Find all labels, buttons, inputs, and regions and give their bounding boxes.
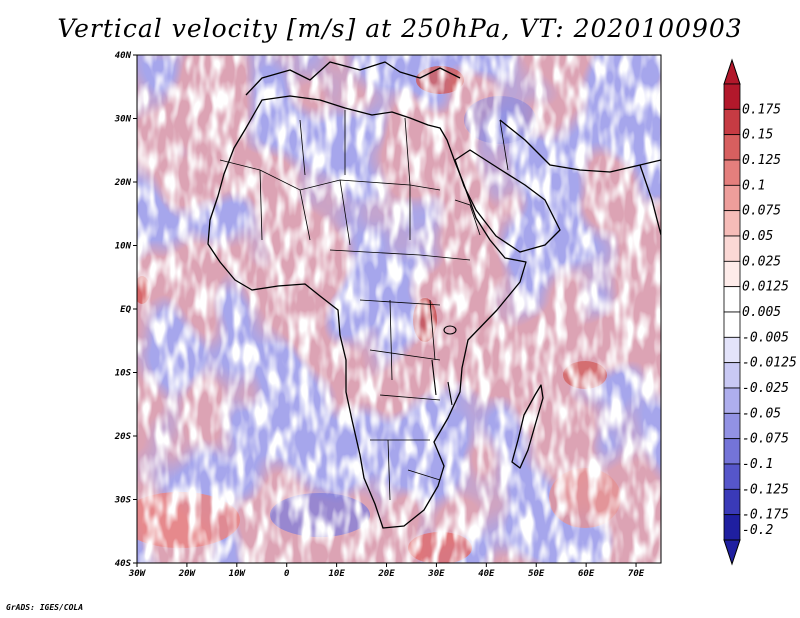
colorbar-swatch bbox=[723, 362, 741, 389]
colorbar-label: -0.125 bbox=[742, 482, 789, 497]
field-texture bbox=[137, 55, 661, 563]
longitude-axis: 30W 20W 10W 0 10E 20E 30E 40E 50E 60E 70E bbox=[128, 563, 645, 579]
colorbar-swatch bbox=[723, 184, 741, 212]
border-sahara-south bbox=[219, 159, 441, 191]
colorbar-label: -0.1 bbox=[742, 457, 773, 472]
colorbar-label: 0.1 bbox=[742, 178, 765, 193]
colorbar-label: 0.025 bbox=[742, 254, 781, 269]
colorbar-label: 0.15 bbox=[742, 128, 773, 143]
colorbar-label: -0.2 bbox=[742, 523, 773, 538]
colorbar-swatch bbox=[723, 412, 741, 440]
border-sahel-vertical bbox=[259, 169, 411, 246]
madagascar bbox=[511, 384, 544, 469]
lon-label: 50E bbox=[528, 569, 545, 579]
lon-label: 60E bbox=[578, 569, 595, 579]
colorbar-swatch bbox=[723, 286, 741, 313]
lon-label: 40E bbox=[478, 569, 495, 579]
colorbar-label: -0.025 bbox=[742, 381, 789, 396]
field-plot bbox=[137, 55, 661, 563]
border-south-africa bbox=[387, 439, 441, 501]
colorbar-swatch bbox=[723, 438, 741, 465]
colorbar-swatch bbox=[723, 311, 741, 338]
colorbar-label: 0.075 bbox=[742, 204, 781, 219]
coastlines bbox=[207, 61, 661, 529]
lake-tanganyika bbox=[431, 359, 437, 396]
colorbar-arrow-bottom bbox=[723, 539, 741, 566]
mediterranean-north bbox=[245, 61, 461, 96]
lat-label: 20N bbox=[114, 178, 132, 188]
colorbar-swatch bbox=[723, 210, 741, 237]
lon-label: 0 bbox=[284, 569, 290, 579]
lat-label: 10N bbox=[115, 242, 132, 252]
lat-label: 40N bbox=[115, 51, 132, 61]
lat-label: 20S bbox=[114, 432, 132, 442]
colorbar-label: -0.175 bbox=[742, 508, 789, 523]
lon-label: 30E bbox=[427, 569, 445, 579]
arabian-peninsula bbox=[454, 149, 561, 253]
lon-label: 10E bbox=[328, 569, 345, 579]
country-borders bbox=[219, 110, 509, 501]
colorbar-swatch bbox=[723, 134, 741, 161]
colorbar-swatch bbox=[723, 260, 741, 288]
lat-label: 40S bbox=[115, 559, 132, 569]
lat-label: EQ bbox=[120, 305, 131, 315]
colorbar-swatch bbox=[723, 159, 741, 186]
colorbar-label: 0.175 bbox=[742, 102, 781, 117]
colorbar-label: 0.05 bbox=[742, 229, 773, 244]
colorbar-swatch bbox=[723, 488, 741, 516]
lat-label: 30S bbox=[114, 496, 132, 506]
lakes bbox=[431, 325, 457, 406]
colorbar-label: 0.005 bbox=[742, 305, 781, 320]
colorbar-swatch bbox=[723, 108, 741, 136]
colorbar-swatch bbox=[723, 235, 741, 262]
lon-label: 70E bbox=[628, 569, 645, 579]
colorbar-label: 0.125 bbox=[742, 153, 781, 168]
colorbar-label: -0.0125 bbox=[742, 356, 797, 371]
colorbar-label: -0.005 bbox=[742, 330, 789, 345]
border-southern-africa bbox=[370, 299, 441, 441]
lake-malawi bbox=[447, 381, 453, 406]
colorbar-label: -0.075 bbox=[742, 432, 789, 447]
colorbar-arrow-top bbox=[723, 58, 741, 85]
border-east-africa bbox=[454, 119, 509, 236]
lon-label: 10W bbox=[229, 569, 247, 579]
colorbar-label: -0.05 bbox=[742, 406, 781, 421]
lon-label: 20E bbox=[377, 569, 395, 579]
lat-label: 10S bbox=[115, 369, 132, 379]
colorbar-swatch bbox=[723, 387, 741, 414]
border-north-africa bbox=[299, 110, 411, 186]
colorbar-swatch bbox=[723, 83, 741, 110]
colorbar-swatch bbox=[723, 336, 741, 364]
lon-label: 20W bbox=[178, 569, 197, 579]
lon-label: 30W bbox=[128, 569, 147, 579]
lake-victoria bbox=[443, 325, 457, 335]
africa-coastline bbox=[207, 95, 527, 529]
credit-text: GrADS: IGES/COLA bbox=[6, 603, 84, 612]
colorbar: 0.175 0.15 0.125 0.1 0.075 0.05 0.025 0.0125 0.0… bbox=[723, 58, 797, 566]
colorbar-label: 0.0125 bbox=[742, 280, 789, 295]
india-west bbox=[639, 164, 661, 236]
lat-label: 30N bbox=[114, 115, 132, 125]
latitude-axis: 40N 30N 20N 10N EQ 10S 20S 30S 40S bbox=[114, 51, 137, 569]
colorbar-swatch bbox=[723, 463, 741, 490]
colorbar-swatch bbox=[723, 514, 741, 541]
border-central-africa bbox=[329, 249, 471, 361]
chart-title: Vertical velocity [m/s] at 250hPa, VT: 2… bbox=[57, 14, 743, 43]
